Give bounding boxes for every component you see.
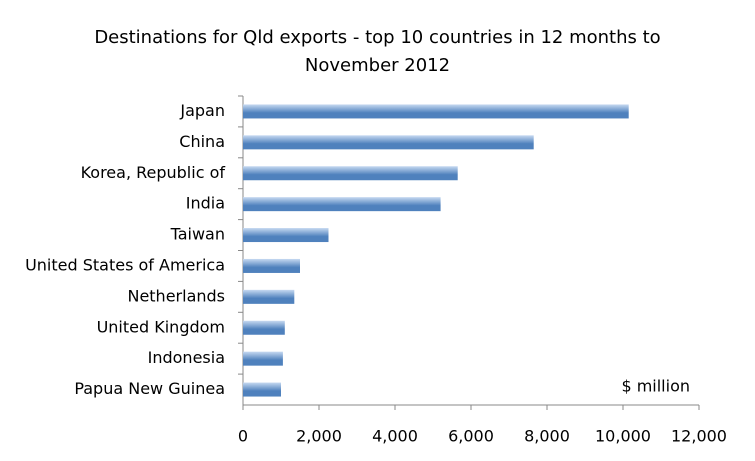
y-tick-label: India (186, 194, 225, 213)
y-tick-label: Korea, Republic of (81, 163, 226, 182)
bar (243, 228, 329, 243)
bar (243, 135, 534, 150)
y-tick-label: Papua New Guinea (74, 379, 225, 398)
y-tick-label: Japan (179, 101, 225, 120)
bar (243, 258, 300, 273)
y-tick-label: Taiwan (170, 225, 225, 244)
unit-annotation: $ million (621, 377, 690, 396)
bar (243, 289, 295, 304)
x-tick-label: 8,000 (524, 427, 570, 446)
y-tick-label: Indonesia (148, 348, 225, 367)
bar (243, 351, 283, 366)
chart-title: Destinations for Qld exports - top 10 co… (94, 27, 661, 76)
bar (243, 320, 285, 335)
x-tick-label: 12,000 (671, 427, 727, 446)
y-tick-label: China (179, 132, 225, 151)
bar (243, 166, 458, 181)
x-tick-label: 4,000 (372, 427, 418, 446)
bar (243, 197, 441, 212)
bar (243, 382, 281, 397)
x-tick-label: 6,000 (448, 427, 494, 446)
x-tick-label: 2,000 (296, 427, 342, 446)
y-tick-label: United States of America (25, 255, 225, 274)
y-tick-label: Netherlands (127, 286, 225, 305)
y-tick-label: United Kingdom (97, 317, 225, 336)
x-tick-label: 0 (238, 427, 248, 446)
x-tick-label: 10,000 (595, 427, 651, 446)
bar (243, 104, 629, 119)
